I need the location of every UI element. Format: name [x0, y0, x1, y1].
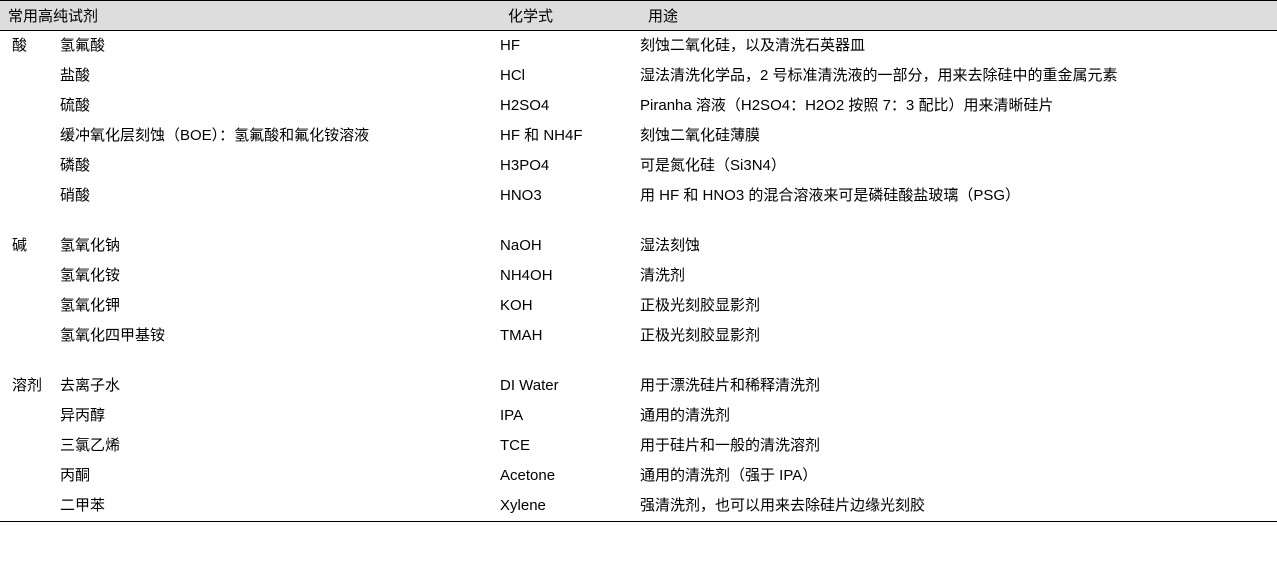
formula-cell: NH4OH — [500, 261, 640, 291]
usage-cell: 正极光刻胶显影剂 — [640, 321, 1277, 351]
formula-cell: Acetone — [500, 461, 640, 491]
category-cell — [0, 461, 60, 491]
table-row: 二甲苯Xylene强清洗剂，也可以用来去除硅片边缘光刻胶 — [0, 491, 1277, 522]
table-row: 丙酮Acetone通用的清洗剂（强于 IPA） — [0, 461, 1277, 491]
usage-cell: 刻蚀二氧化硅，以及清洗石英器皿 — [640, 31, 1277, 62]
formula-cell: H2SO4 — [500, 91, 640, 121]
usage-cell: 刻蚀二氧化硅薄膜 — [640, 121, 1277, 151]
usage-cell: 湿法刻蚀 — [640, 231, 1277, 261]
reagent-name-cell: 氢氧化钠 — [60, 231, 500, 261]
reagent-name-cell: 氢氟酸 — [60, 31, 500, 62]
category-cell — [0, 261, 60, 291]
reagent-name-cell: 缓冲氧化层刻蚀（BOE）：氢氟酸和氟化铵溶液 — [60, 121, 500, 151]
formula-cell: HF — [500, 31, 640, 62]
formula-cell: NaOH — [500, 231, 640, 261]
reagent-name-cell: 二甲苯 — [60, 491, 500, 522]
usage-cell: 强清洗剂，也可以用来去除硅片边缘光刻胶 — [640, 491, 1277, 522]
formula-cell: H3PO4 — [500, 151, 640, 181]
category-cell — [0, 151, 60, 181]
category-cell — [0, 61, 60, 91]
reagent-name-cell: 硫酸 — [60, 91, 500, 121]
header-usage: 用途 — [640, 1, 1277, 31]
usage-cell: 湿法清洗化学品，2 号标准清洗液的一部分，用来去除硅中的重金属元素 — [640, 61, 1277, 91]
table-row: 盐酸HCl湿法清洗化学品，2 号标准清洗液的一部分，用来去除硅中的重金属元素 — [0, 61, 1277, 91]
reagent-name-cell: 氢氧化铵 — [60, 261, 500, 291]
formula-cell: TCE — [500, 431, 640, 461]
section-spacer — [0, 211, 1277, 231]
usage-cell: 用于漂洗硅片和稀释清洗剂 — [640, 371, 1277, 401]
reagent-name-cell: 磷酸 — [60, 151, 500, 181]
header-reagent: 常用高纯试剂 — [0, 1, 500, 31]
table-row: 缓冲氧化层刻蚀（BOE）：氢氟酸和氟化铵溶液HF 和 NH4F刻蚀二氧化硅薄膜 — [0, 121, 1277, 151]
category-cell — [0, 91, 60, 121]
table-row: 异丙醇IPA通用的清洗剂 — [0, 401, 1277, 431]
reagent-name-cell: 丙酮 — [60, 461, 500, 491]
reagent-name-cell: 氢氧化四甲基铵 — [60, 321, 500, 351]
table-row: 硝酸HNO3用 HF 和 HNO3 的混合溶液来可是磷硅酸盐玻璃（PSG） — [0, 181, 1277, 211]
formula-cell: KOH — [500, 291, 640, 321]
formula-cell: IPA — [500, 401, 640, 431]
usage-cell: 正极光刻胶显影剂 — [640, 291, 1277, 321]
table-row: 碱氢氧化钠NaOH湿法刻蚀 — [0, 231, 1277, 261]
table-header-row: 常用高纯试剂 化学式 用途 — [0, 1, 1277, 31]
section-spacer — [0, 351, 1277, 371]
table-row: 溶剂去离子水DI Water用于漂洗硅片和稀释清洗剂 — [0, 371, 1277, 401]
usage-cell: 清洗剂 — [640, 261, 1277, 291]
usage-cell: 用于硅片和一般的清洗溶剂 — [640, 431, 1277, 461]
formula-cell: HF 和 NH4F — [500, 121, 640, 151]
usage-cell: 通用的清洗剂（强于 IPA） — [640, 461, 1277, 491]
formula-cell: TMAH — [500, 321, 640, 351]
reagent-table: 常用高纯试剂 化学式 用途 酸氢氟酸HF刻蚀二氧化硅，以及清洗石英器皿盐酸HCl… — [0, 0, 1277, 522]
table-row: 三氯乙烯TCE用于硅片和一般的清洗溶剂 — [0, 431, 1277, 461]
formula-cell: DI Water — [500, 371, 640, 401]
formula-cell: Xylene — [500, 491, 640, 522]
category-cell: 溶剂 — [0, 371, 60, 401]
category-cell: 碱 — [0, 231, 60, 261]
usage-cell: 通用的清洗剂 — [640, 401, 1277, 431]
table-row: 磷酸H3PO4可是氮化硅（Si3N4） — [0, 151, 1277, 181]
category-cell — [0, 491, 60, 522]
category-cell — [0, 181, 60, 211]
table-row: 氢氧化四甲基铵TMAH正极光刻胶显影剂 — [0, 321, 1277, 351]
table-row: 硫酸H2SO4Piranha 溶液（H2SO4：H2O2 按照 7：3 配比）用… — [0, 91, 1277, 121]
reagent-name-cell: 盐酸 — [60, 61, 500, 91]
reagent-name-cell: 氢氧化钾 — [60, 291, 500, 321]
formula-cell: HNO3 — [500, 181, 640, 211]
category-cell — [0, 321, 60, 351]
header-formula: 化学式 — [500, 1, 640, 31]
table-row: 氢氧化钾KOH正极光刻胶显影剂 — [0, 291, 1277, 321]
category-cell: 酸 — [0, 31, 60, 62]
category-cell — [0, 121, 60, 151]
table-row: 酸氢氟酸HF刻蚀二氧化硅，以及清洗石英器皿 — [0, 31, 1277, 62]
reagent-name-cell: 硝酸 — [60, 181, 500, 211]
category-cell — [0, 291, 60, 321]
category-cell — [0, 401, 60, 431]
formula-cell: HCl — [500, 61, 640, 91]
reagent-name-cell: 三氯乙烯 — [60, 431, 500, 461]
reagent-name-cell: 去离子水 — [60, 371, 500, 401]
usage-cell: Piranha 溶液（H2SO4：H2O2 按照 7：3 配比）用来清晰硅片 — [640, 91, 1277, 121]
reagent-name-cell: 异丙醇 — [60, 401, 500, 431]
usage-cell: 可是氮化硅（Si3N4） — [640, 151, 1277, 181]
usage-cell: 用 HF 和 HNO3 的混合溶液来可是磷硅酸盐玻璃（PSG） — [640, 181, 1277, 211]
category-cell — [0, 431, 60, 461]
table-row: 氢氧化铵NH4OH清洗剂 — [0, 261, 1277, 291]
